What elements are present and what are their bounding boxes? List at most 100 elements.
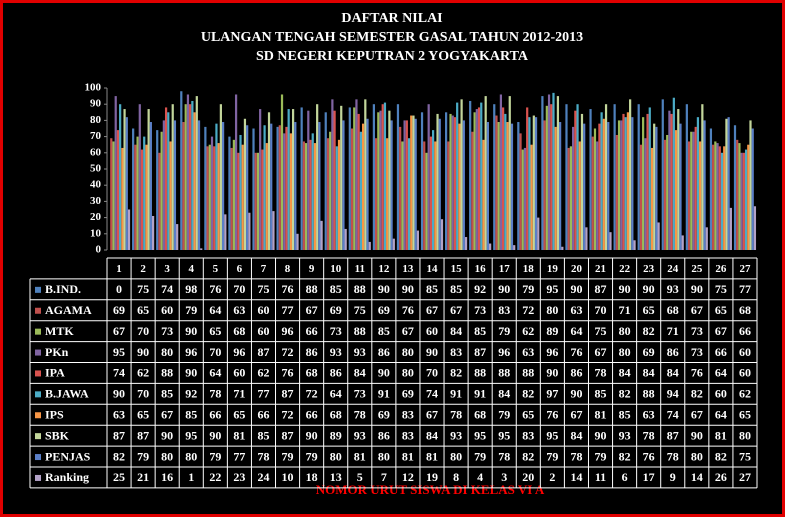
- table-value: 69: [378, 303, 390, 317]
- table-value: 91: [378, 387, 390, 401]
- bar: [427, 104, 430, 250]
- bar: [353, 107, 356, 250]
- table-value: 69: [643, 345, 655, 359]
- bar: [248, 212, 251, 250]
- bar: [432, 130, 435, 250]
- table-value: 76: [570, 345, 582, 359]
- table-value: 67: [691, 408, 703, 422]
- table-value: 90: [570, 387, 582, 401]
- table-value: 76: [691, 366, 703, 380]
- table-value: 62: [137, 366, 149, 380]
- table-value: 90: [619, 282, 631, 296]
- bar: [598, 123, 601, 250]
- table-value: 80: [402, 366, 414, 380]
- table-value: 84: [619, 366, 631, 380]
- table-value: 90: [161, 428, 173, 442]
- table-value: 90: [546, 366, 558, 380]
- table-value: 64: [209, 303, 221, 317]
- table-value: 81: [402, 449, 414, 463]
- legend-key: [35, 286, 41, 293]
- bar: [622, 113, 625, 250]
- table-value: 87: [595, 282, 607, 296]
- bar: [176, 224, 179, 250]
- legend-key: [35, 370, 41, 377]
- table-value: 71: [233, 387, 245, 401]
- bar: [537, 217, 540, 250]
- legend-key: [35, 349, 41, 356]
- table-value: 75: [715, 282, 727, 296]
- bar: [694, 126, 697, 250]
- bar: [569, 146, 573, 250]
- x-tick-label: 20: [571, 263, 583, 275]
- table-value: 13: [330, 470, 342, 484]
- bar: [256, 152, 260, 250]
- bar: [530, 144, 533, 250]
- table-value: 89: [330, 428, 342, 442]
- table-value: 86: [667, 345, 679, 359]
- bar: [114, 96, 117, 250]
- table-value: 93: [354, 345, 366, 359]
- bar: [547, 94, 551, 250]
- table-value: 81: [595, 408, 607, 422]
- bar: [440, 219, 444, 250]
- table-value: 80: [546, 303, 558, 317]
- table-value: 21: [137, 470, 149, 484]
- table-value: 64: [330, 387, 342, 401]
- bar: [294, 122, 297, 250]
- y-tick-label: 60: [90, 146, 102, 158]
- table-value: 91: [474, 387, 486, 401]
- bar: [674, 130, 678, 250]
- bar: [653, 123, 656, 250]
- bar: [661, 99, 664, 250]
- table-value: 81: [426, 449, 438, 463]
- bar: [497, 122, 500, 250]
- table-value: 87: [137, 428, 149, 442]
- table-value: 80: [330, 449, 342, 463]
- bar: [228, 136, 231, 250]
- table-value: 76: [282, 366, 294, 380]
- bar: [197, 120, 201, 251]
- table-value: 63: [570, 303, 582, 317]
- table-value: 75: [595, 324, 607, 338]
- table-value: 12: [402, 470, 414, 484]
- bar: [701, 104, 704, 250]
- table-value: 90: [498, 282, 510, 296]
- bar: [272, 211, 275, 250]
- table-value: 90: [570, 282, 582, 296]
- bar: [359, 131, 362, 250]
- table-value: 91: [450, 387, 462, 401]
- table-value: 82: [619, 449, 631, 463]
- bar: [407, 138, 411, 250]
- table-value: 67: [426, 408, 438, 422]
- bar: [350, 128, 354, 250]
- table-value: 78: [354, 408, 366, 422]
- bar: [230, 147, 233, 250]
- bar: [613, 104, 616, 250]
- bar: [296, 233, 299, 250]
- bar: [304, 143, 308, 250]
- bar: [447, 141, 450, 250]
- bar: [591, 136, 594, 250]
- bar: [567, 147, 570, 250]
- bar: [252, 128, 255, 250]
- table-value: 14: [691, 470, 703, 484]
- table-value: 83: [498, 303, 510, 317]
- table-value: 90: [595, 428, 607, 442]
- bar: [316, 104, 319, 250]
- legend-key: [35, 391, 41, 398]
- bar: [171, 104, 174, 250]
- bar: [642, 117, 645, 250]
- table-value: 70: [137, 387, 149, 401]
- bar: [381, 104, 384, 250]
- bar: [239, 134, 242, 250]
- table-value: 76: [402, 303, 414, 317]
- table-value: 80: [161, 345, 173, 359]
- bar: [751, 128, 754, 250]
- bar: [162, 120, 165, 251]
- bar: [243, 118, 247, 250]
- table-value: 67: [402, 324, 414, 338]
- bar: [709, 128, 713, 250]
- table-value: 82: [619, 387, 631, 401]
- table-value: 71: [619, 303, 631, 317]
